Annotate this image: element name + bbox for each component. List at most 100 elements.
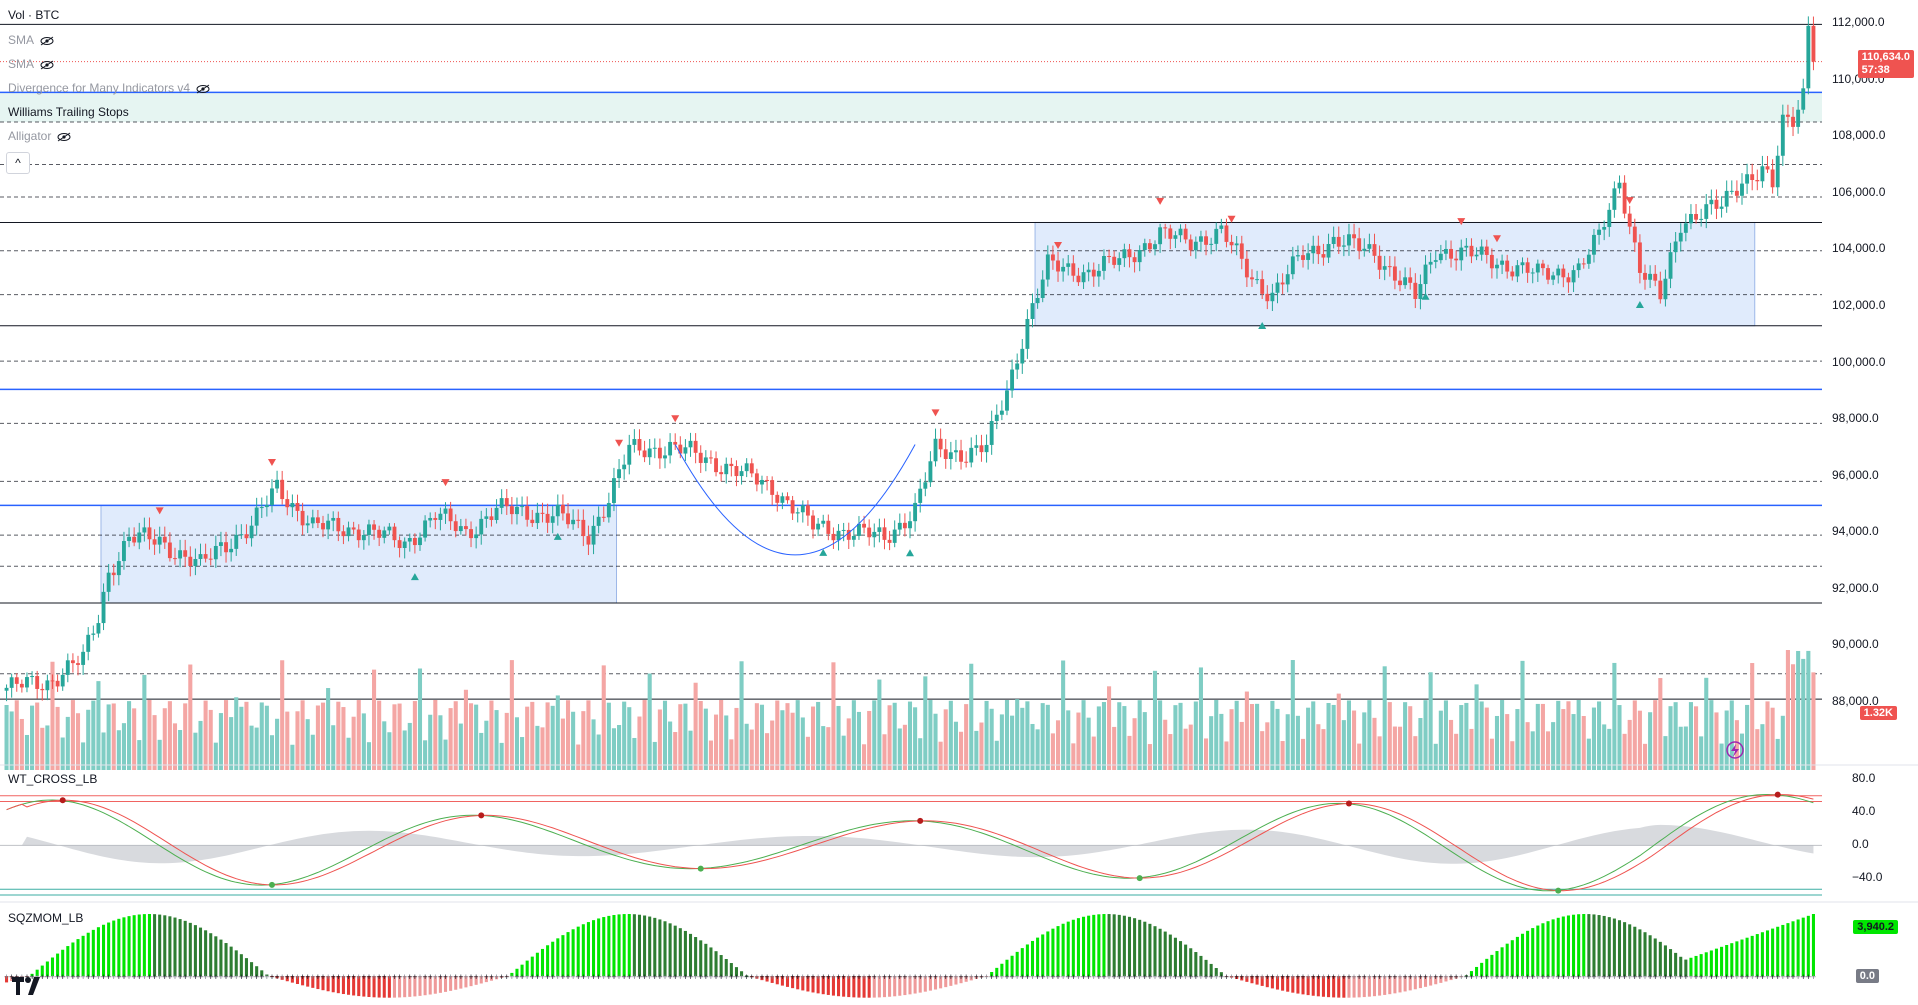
- sqz-dot: +: [60, 972, 65, 982]
- current-price-badge: 110,634.0 57:38: [1857, 50, 1914, 78]
- sqz-momentum-bar: [229, 946, 233, 976]
- volume-bar: [734, 707, 739, 770]
- volume-bar: [453, 701, 458, 770]
- candle-body: [86, 634, 91, 652]
- candle-body: [1770, 169, 1775, 188]
- volume-bar: [770, 720, 775, 770]
- candle-body: [882, 527, 887, 540]
- sqz-dot: +: [504, 972, 509, 982]
- collapse-legend-button[interactable]: ^: [6, 152, 30, 174]
- legend-sma-2-label: SMA: [8, 57, 35, 71]
- candle-body: [1224, 225, 1229, 242]
- sqz-dot: +: [1474, 972, 1479, 982]
- volume-bar: [474, 704, 479, 770]
- volume-bar: [101, 732, 106, 770]
- sqz-momentum-bar: [234, 950, 238, 976]
- sqz-dot: +: [1341, 972, 1346, 982]
- volume-bar: [1147, 744, 1152, 770]
- sqz-dot: +: [1688, 972, 1693, 982]
- sqz-dot: +: [647, 972, 652, 982]
- volume-bar: [1025, 701, 1030, 770]
- candle-body: [295, 502, 300, 511]
- volume-bar: [188, 664, 193, 770]
- legend-sma-2[interactable]: SMA: [8, 57, 54, 71]
- volume-bar: [218, 713, 223, 770]
- volume-bar: [290, 744, 295, 770]
- sqz-momentum-bar: [1469, 971, 1473, 976]
- sqz-dot: +: [683, 972, 688, 982]
- legend-divergence[interactable]: Divergence for Many Indicators v4: [8, 81, 210, 95]
- sqz-dot: +: [897, 972, 902, 982]
- sqz-momentum-bar: [265, 974, 269, 976]
- sqz-momentum-bar: [362, 976, 366, 997]
- candle-body: [1592, 234, 1596, 255]
- candle-body: [1418, 284, 1423, 299]
- volume-bar: [1321, 729, 1326, 770]
- eye-hidden-icon[interactable]: [40, 60, 54, 70]
- sqz-momentum-bar: [153, 914, 157, 976]
- volume-bar: [70, 700, 75, 770]
- sqz-momentum-bar: [464, 976, 468, 988]
- candle-body: [1775, 155, 1780, 188]
- sqz-dot: +: [1796, 972, 1801, 982]
- volume-bar: [1540, 703, 1545, 770]
- candle-body: [535, 512, 540, 524]
- sqz-dot: +: [627, 972, 632, 982]
- sqz-dot: +: [1086, 972, 1091, 982]
- candle-body: [1520, 262, 1525, 266]
- eye-hidden-icon[interactable]: [57, 132, 71, 142]
- eye-hidden-icon[interactable]: [40, 36, 54, 46]
- sqz-dot: +: [1280, 972, 1285, 982]
- candle-body: [851, 535, 856, 540]
- legend-sma-1[interactable]: SMA: [8, 33, 54, 47]
- volume-bar: [162, 708, 167, 770]
- tradingview-logo-icon[interactable]: [10, 975, 46, 997]
- candle-body: [1091, 269, 1096, 277]
- volume-bar: [428, 714, 433, 770]
- volume-bar: [433, 700, 438, 770]
- legend-alligator[interactable]: Alligator: [8, 129, 71, 143]
- candle-body: [1535, 263, 1540, 273]
- sqz-momentum-bar: [1776, 926, 1780, 976]
- swing-high-marker: [155, 507, 164, 515]
- candle-body: [116, 561, 121, 576]
- volume-bar: [698, 701, 703, 770]
- candle-body: [1673, 241, 1678, 253]
- eye-hidden-icon[interactable]: [196, 84, 210, 94]
- sqz-dot: +: [1566, 972, 1571, 982]
- candle-body: [1785, 114, 1790, 117]
- sqz-momentum-bar: [66, 946, 70, 976]
- candle-body: [591, 525, 596, 545]
- candle-body: [877, 527, 882, 532]
- candle-body: [964, 461, 969, 463]
- candle-body: [1444, 248, 1448, 254]
- sqz-dot: +: [1030, 972, 1035, 982]
- candle-body: [203, 554, 208, 559]
- sqz-dot: +: [448, 972, 453, 982]
- sqz-momentum-bar: [872, 976, 876, 998]
- sqz-dot: +: [1224, 972, 1229, 982]
- volume-bar: [1010, 715, 1015, 770]
- volume-bar: [1137, 700, 1142, 770]
- volume-bar: [1750, 663, 1755, 770]
- volume-bar: [647, 673, 652, 770]
- sqz-dot: +: [1351, 972, 1356, 982]
- sqz-momentum-bar: [1117, 914, 1121, 976]
- volume-bar: [1489, 738, 1494, 770]
- volume-bar: [254, 727, 259, 770]
- volume-bar: [1066, 710, 1071, 770]
- volume-bar: [1627, 719, 1632, 770]
- sqz-dot: +: [116, 972, 121, 982]
- volume-bar: [1520, 660, 1525, 770]
- sqz-dot: +: [1520, 972, 1525, 982]
- sqz-momentum-bar: [489, 976, 493, 981]
- sqz-momentum-bar: [1133, 918, 1137, 976]
- sqz-momentum-bar: [1475, 966, 1479, 976]
- sqz-momentum-bar: [1699, 954, 1703, 976]
- sqz-momentum-bar: [801, 976, 805, 991]
- sqz-dot: +: [274, 972, 279, 982]
- volume-bar: [1428, 672, 1433, 770]
- volume-bar: [520, 737, 525, 770]
- legend-williams[interactable]: Williams Trailing Stops: [8, 105, 129, 119]
